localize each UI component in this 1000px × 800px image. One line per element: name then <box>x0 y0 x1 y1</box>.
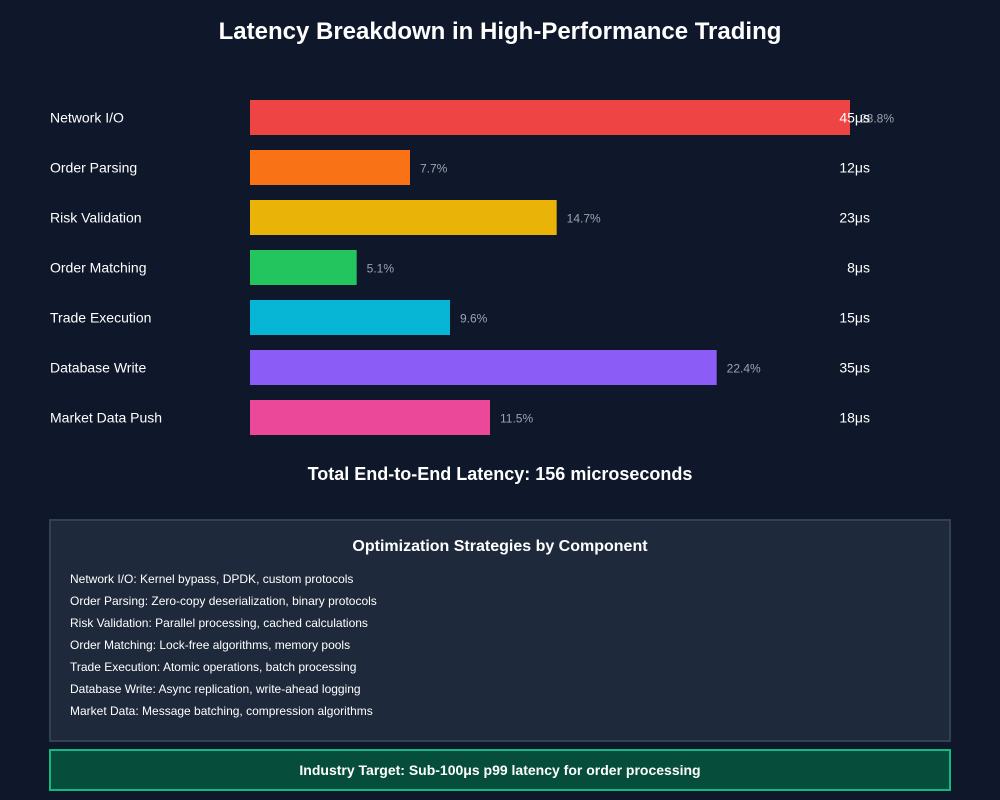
bar <box>250 250 357 285</box>
category-label: Database Write <box>50 360 146 376</box>
bar <box>250 100 850 135</box>
industry-target-banner: Industry Target: Sub-100μs p99 latency f… <box>49 749 951 791</box>
strategy-item: Network I/O: Kernel bypass, DPDK, custom… <box>70 572 354 586</box>
strategy-item: Market Data: Message batching, compressi… <box>70 704 373 718</box>
value-label: 35μs <box>839 360 870 376</box>
percent-label: 11.5% <box>500 412 533 426</box>
percent-label: 22.4% <box>727 362 761 376</box>
percent-label: 28.8% <box>860 112 894 126</box>
strategy-list: Network I/O: Kernel bypass, DPDK, custom… <box>70 568 377 722</box>
strategy-item: Order Matching: Lock-free algorithms, me… <box>70 638 351 652</box>
category-label: Network I/O <box>50 110 124 126</box>
percent-label: 5.1% <box>367 262 395 276</box>
strategy-item: Risk Validation: Parallel processing, ca… <box>70 616 368 630</box>
value-label: 18μs <box>839 410 870 426</box>
percent-label: 9.6% <box>460 312 488 326</box>
bar <box>250 350 717 385</box>
percent-label: 7.7% <box>420 162 448 176</box>
value-label: 45μs <box>839 110 870 126</box>
bar <box>250 150 410 185</box>
strategy-item: Order Parsing: Zero-copy deserialization… <box>70 594 377 608</box>
percent-label: 14.7% <box>567 212 601 226</box>
panel-title: Optimization Strategies by Component <box>352 538 648 555</box>
value-label: 23μs <box>839 210 870 226</box>
bar <box>250 300 450 335</box>
value-label: 15μs <box>839 310 870 326</box>
optimization-strategies-panel: Optimization Strategies by Component Net… <box>49 519 951 742</box>
bar <box>250 200 557 235</box>
value-label: 12μs <box>839 160 870 176</box>
bar <box>250 400 490 435</box>
chart-title: Latency Breakdown in High-Performance Tr… <box>218 18 782 45</box>
category-label: Market Data Push <box>50 410 162 426</box>
total-latency-label: Total End-to-End Latency: 156 microsecon… <box>307 464 693 484</box>
strategy-item: Trade Execution: Atomic operations, batc… <box>70 660 357 674</box>
value-label: 8μs <box>847 260 870 276</box>
latency-bar-chart: Network I/O 28.8%45μs Order Parsing 7.7% 12μ… <box>50 100 894 435</box>
category-label: Order Parsing <box>50 160 137 176</box>
category-label: Trade Execution <box>50 310 151 326</box>
category-label: Order Matching <box>50 260 146 276</box>
strategy-item: Database Write: Async replication, write… <box>70 682 361 696</box>
category-label: Risk Validation <box>50 210 142 226</box>
